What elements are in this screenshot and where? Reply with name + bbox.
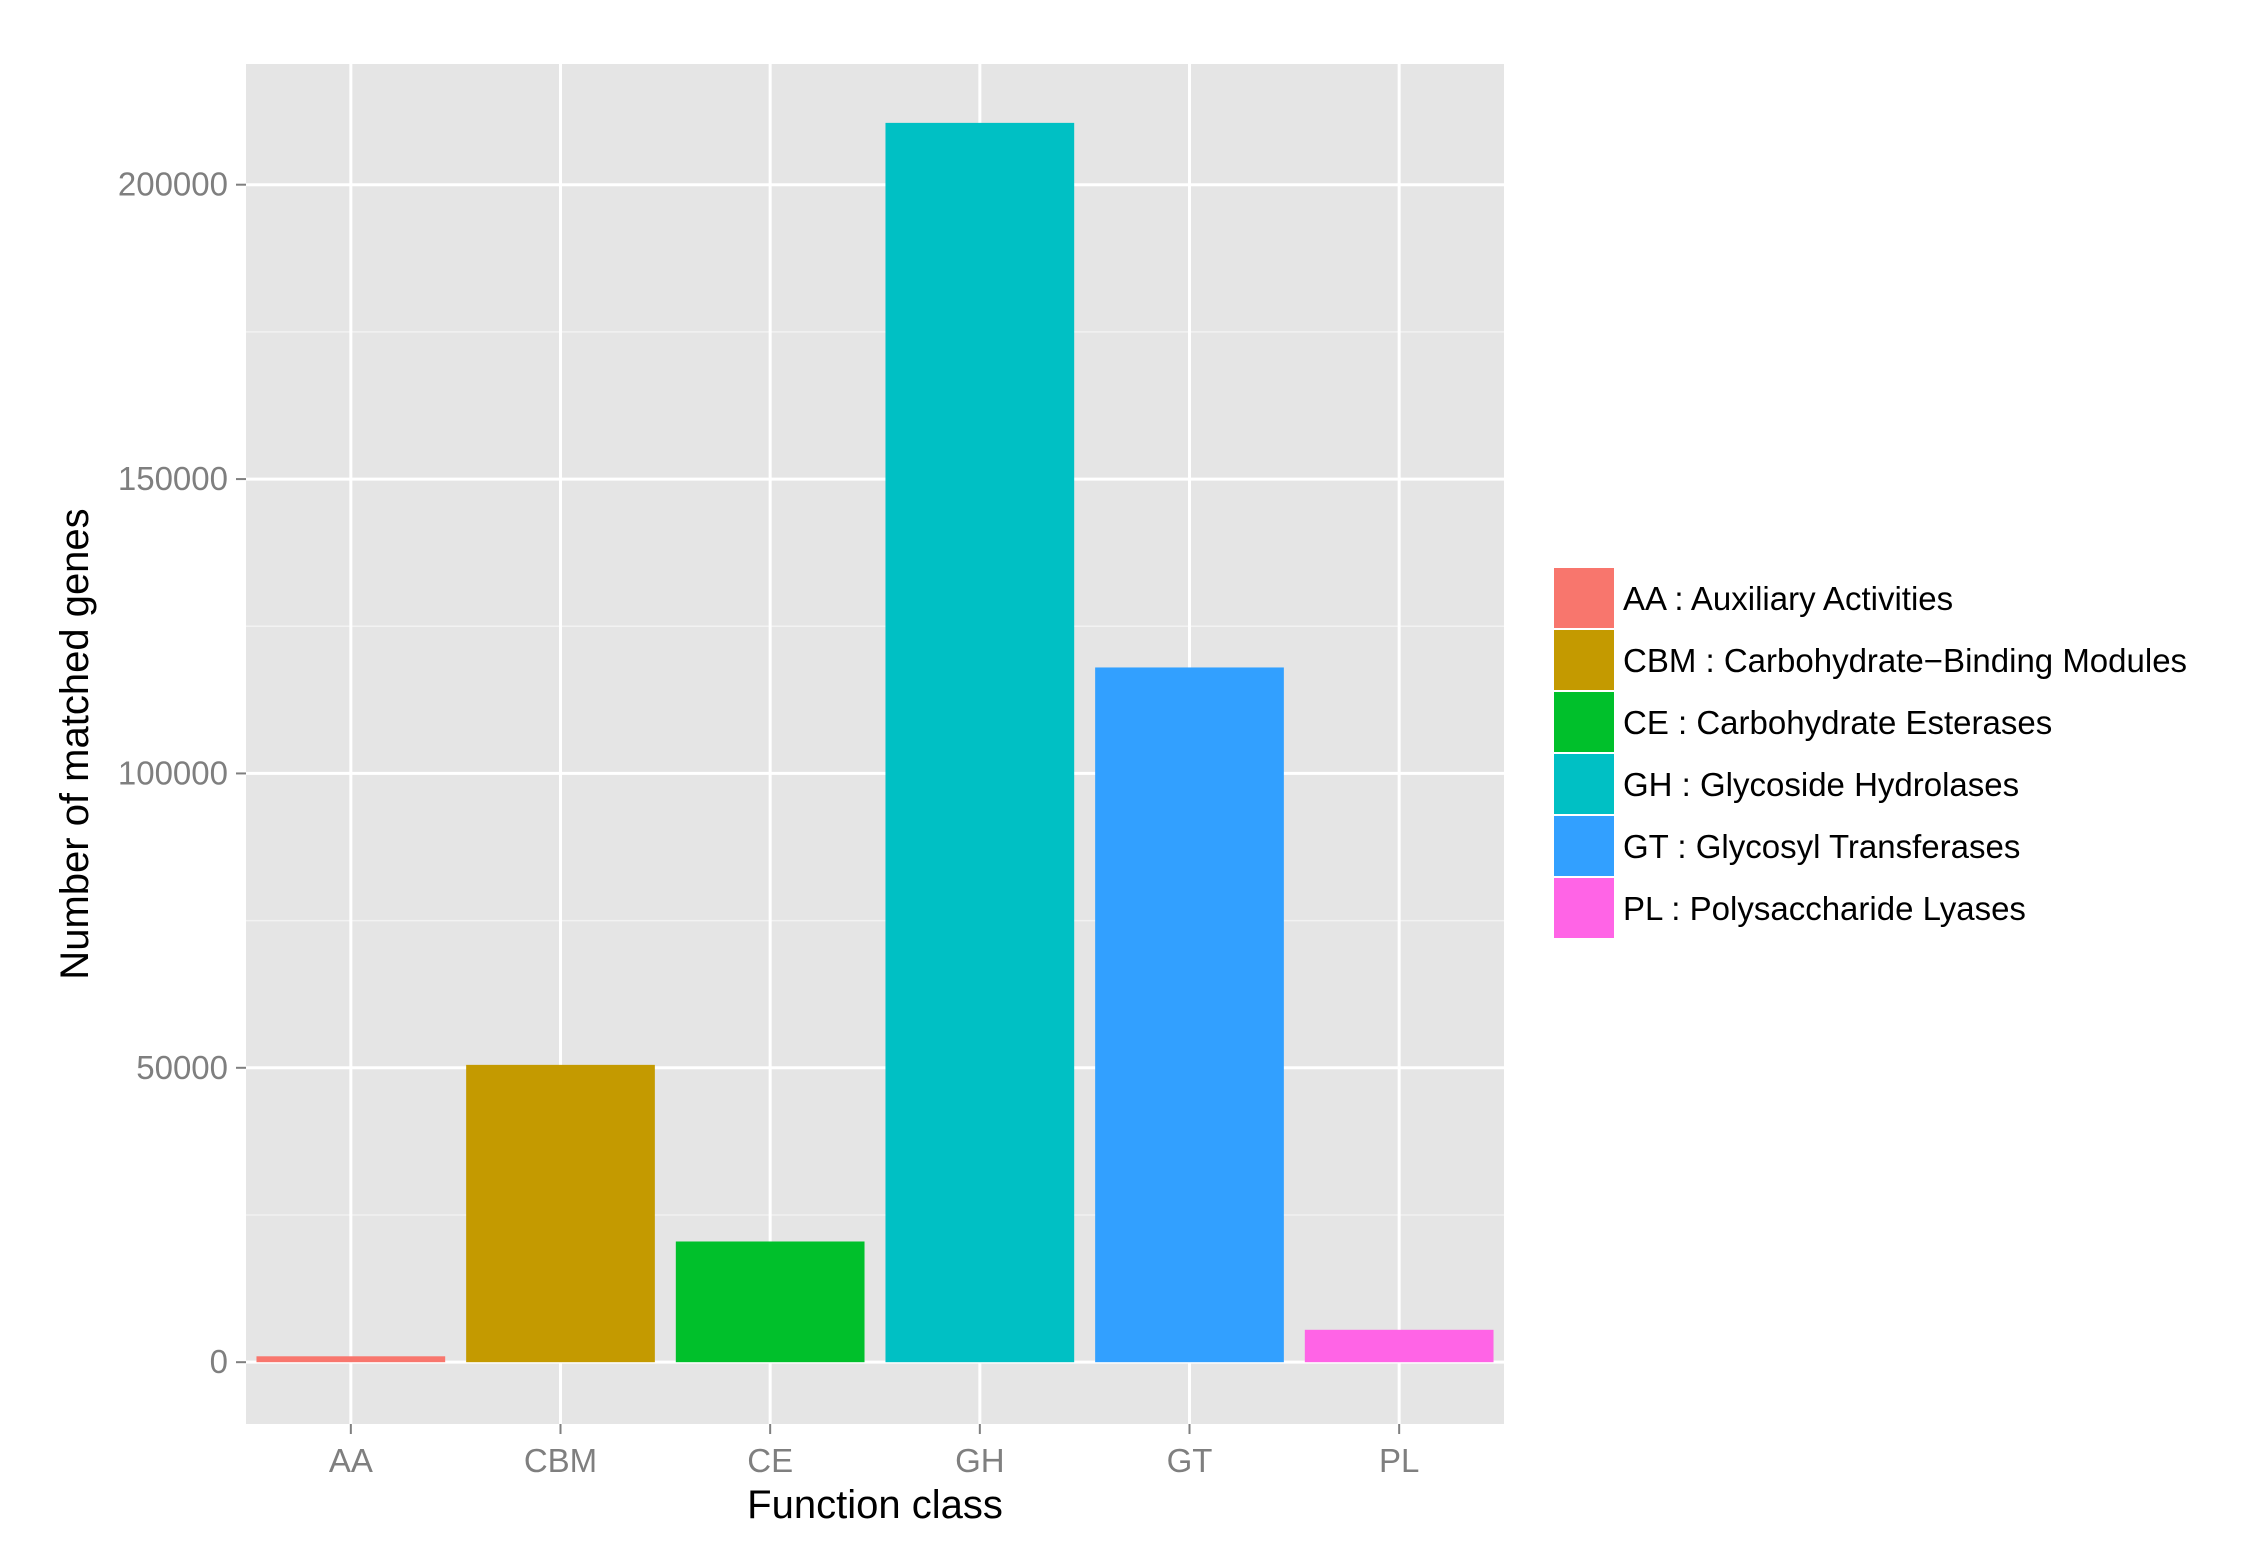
legend-swatch (1554, 568, 1614, 628)
axes: 0 50000 100000 150000 200000 AA CBM CE GH GT PL (118, 166, 1419, 1479)
y-tick-label: 200000 (118, 166, 228, 203)
legend-label: CE : Carbohydrate Esterases (1623, 704, 2052, 741)
y-tick-label: 100000 (118, 754, 228, 791)
x-tick-label: CE (747, 1442, 793, 1479)
bar-aa (256, 1356, 446, 1363)
x-tick-label: PL (1379, 1442, 1419, 1479)
legend-swatch (1554, 630, 1614, 690)
legend-swatch (1554, 816, 1614, 876)
legend: AA : Auxiliary Activities CBM : Carbohydr… (1552, 566, 2187, 940)
x-tick-label: GH (955, 1442, 1005, 1479)
legend-label: GT : Glycosyl Transferases (1623, 828, 2020, 865)
bar-ce (675, 1241, 865, 1363)
y-tick-label: 50000 (136, 1049, 228, 1086)
legend-swatch (1554, 878, 1614, 938)
plot-panel (246, 64, 1504, 1424)
bar-gh (885, 122, 1075, 1363)
x-tick-label: CBM (524, 1442, 597, 1479)
legend-label: AA : Auxiliary Activities (1623, 580, 1953, 617)
x-tick-label: GT (1167, 1442, 1213, 1479)
y-tick-label: 150000 (118, 460, 228, 497)
bars (256, 122, 1494, 1363)
legend-label: GH : Glycoside Hydrolases (1623, 766, 2019, 803)
bar-gt (1095, 667, 1284, 1363)
y-axis-title: Number of matched genes (53, 508, 97, 979)
legend-swatch (1554, 692, 1614, 752)
x-tick-label: AA (329, 1442, 373, 1479)
legend-label: PL : Polysaccharide Lyases (1623, 890, 2026, 927)
y-tick-label: 0 (210, 1343, 228, 1380)
x-axis-title: Function class (747, 1483, 1003, 1527)
legend-label: CBM : Carbohydrate−Binding Modules (1623, 642, 2187, 679)
bar-pl (1304, 1329, 1494, 1363)
legend-swatch (1554, 754, 1614, 814)
bar-cbm (466, 1064, 655, 1363)
